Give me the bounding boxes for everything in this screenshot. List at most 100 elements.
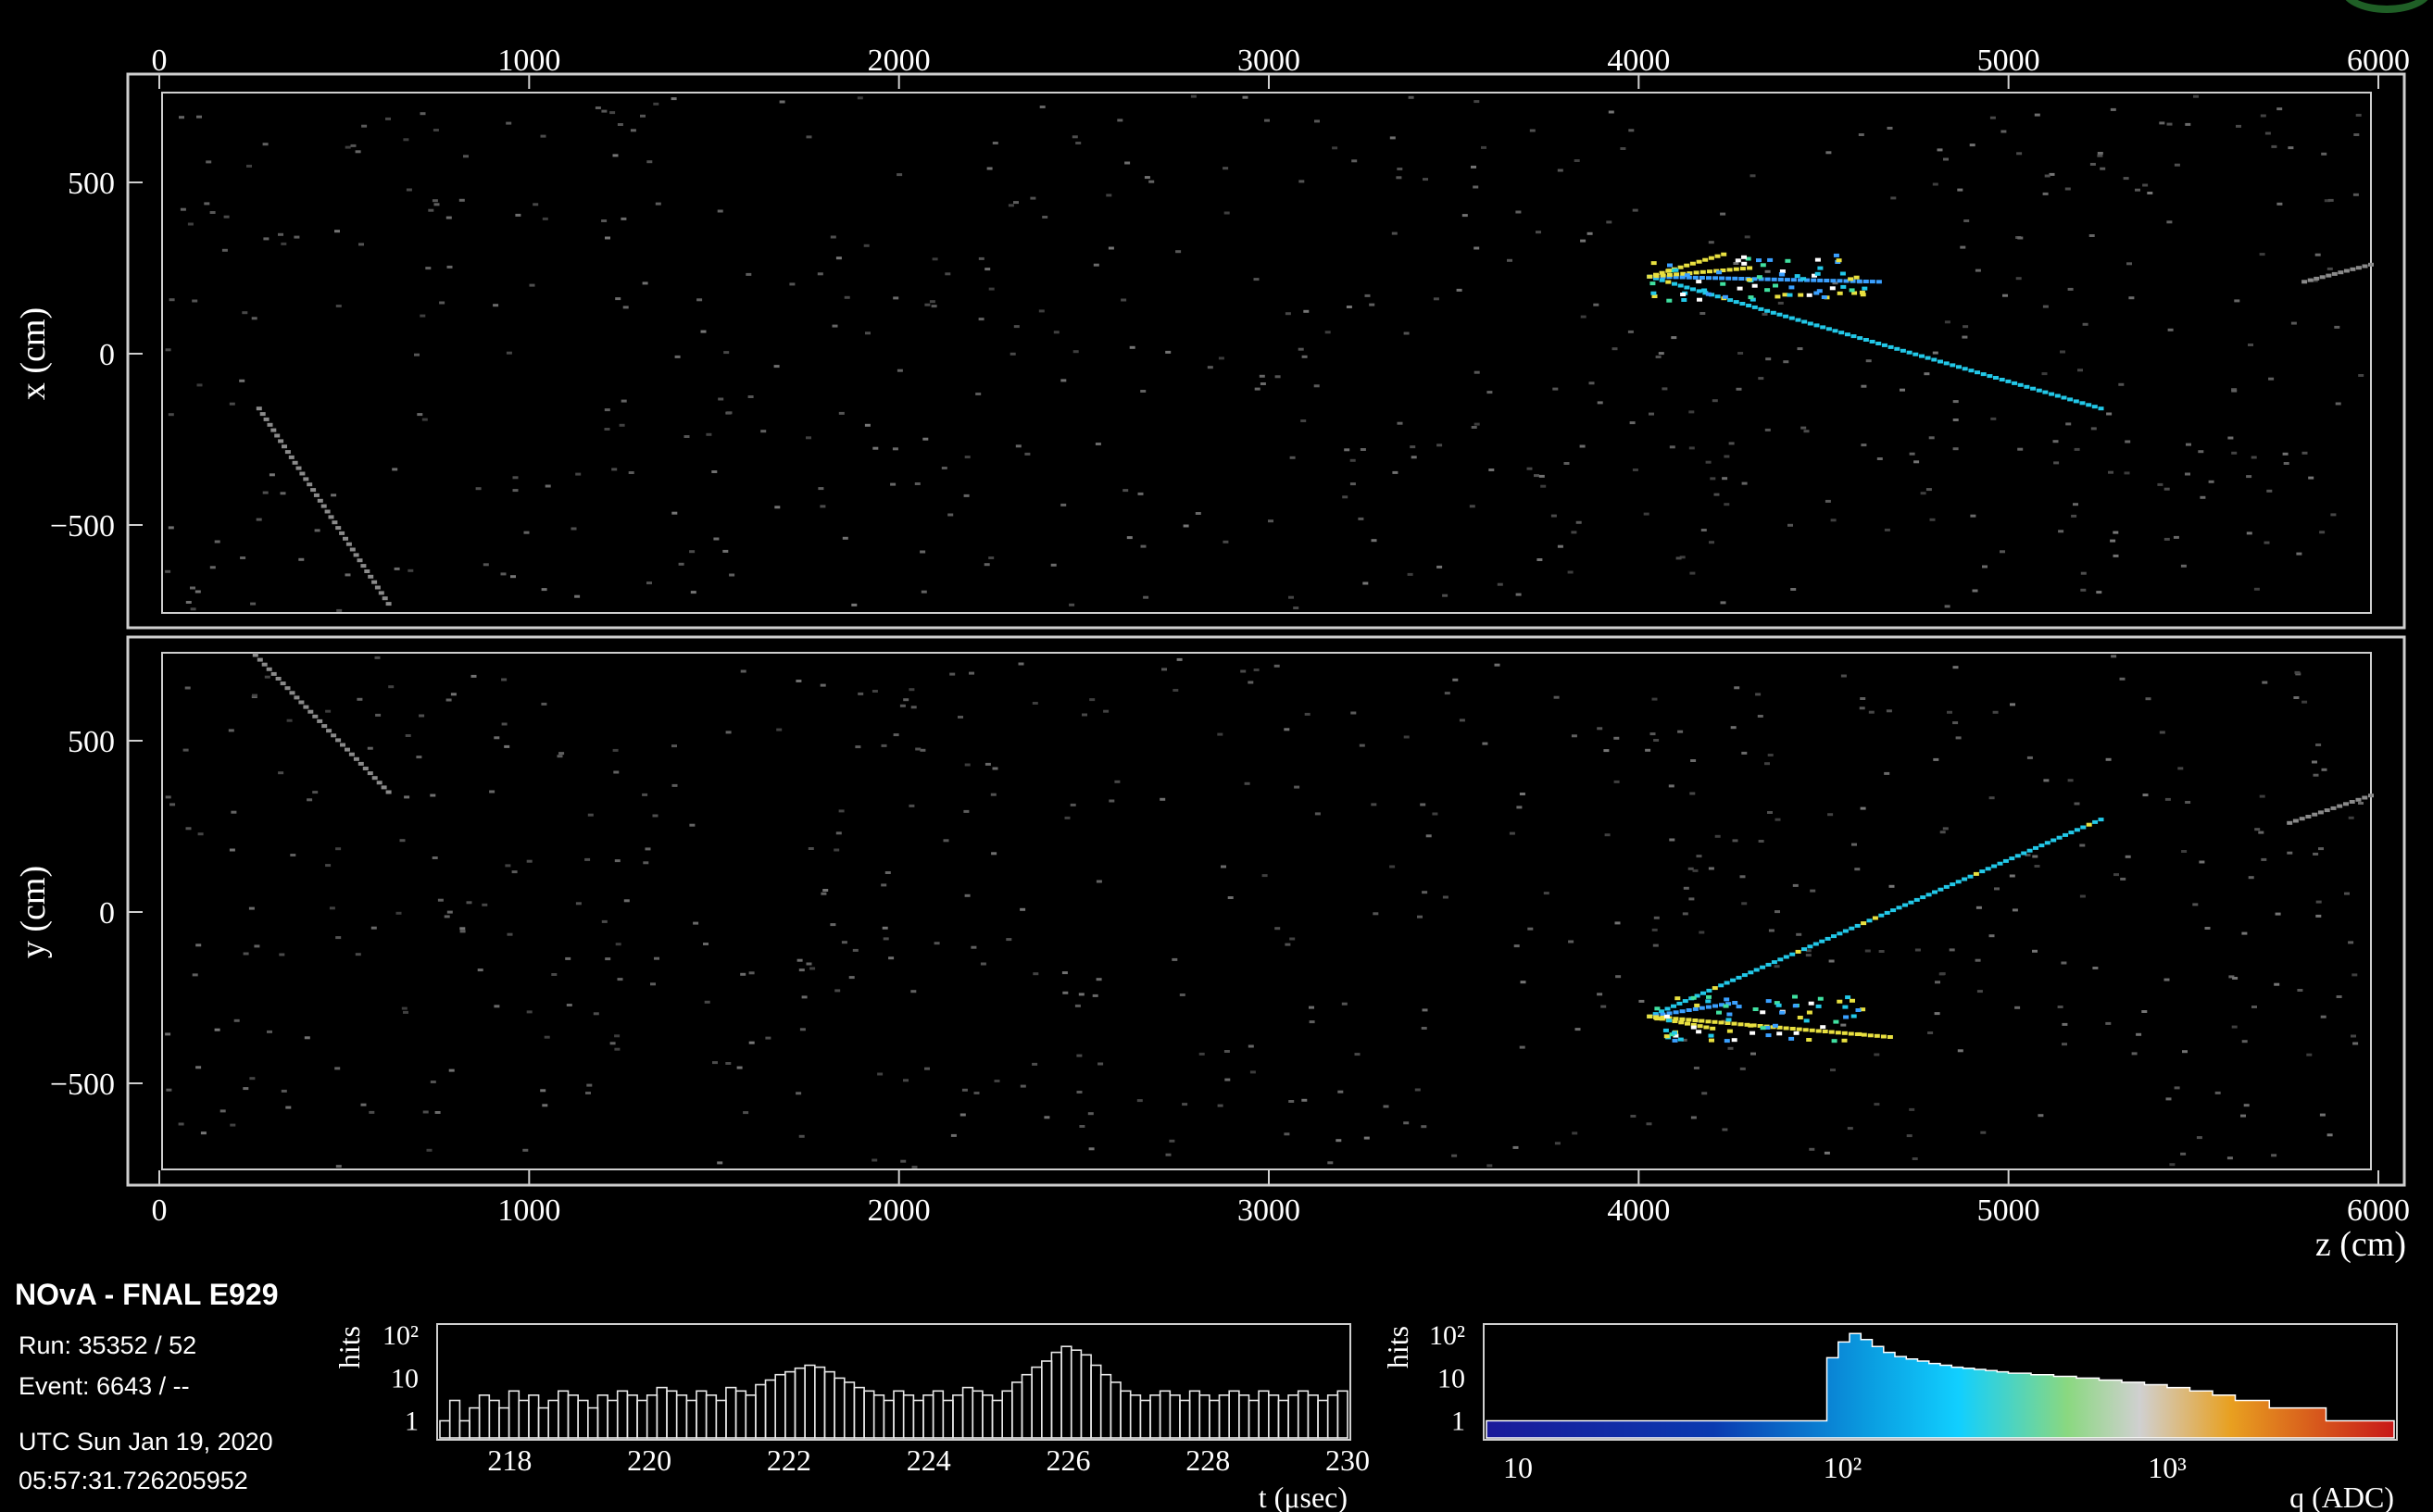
noise-hit (1932, 182, 1938, 186)
noise-hit (1301, 355, 1308, 358)
noise-hit (865, 331, 871, 335)
track-hit (1679, 275, 1686, 280)
track-hit (1677, 265, 1684, 269)
noise-hit (2288, 146, 2294, 150)
noise-hit (1608, 110, 1614, 114)
noise-hit (1920, 492, 1926, 495)
noise-hit (1314, 812, 1321, 816)
noise-hit (988, 287, 995, 291)
noise-hit (544, 1035, 550, 1039)
shower-hit (1841, 1038, 1848, 1043)
track-hit (1694, 993, 1700, 998)
noise-hit (1574, 159, 1580, 162)
noise-hit (278, 232, 283, 236)
noise-hit (1606, 220, 1612, 224)
noise-hit (403, 1010, 408, 1014)
noise-hit (984, 563, 990, 567)
noise-hit (2080, 588, 2087, 592)
track-hit (1973, 871, 1979, 876)
noise-hit (2324, 199, 2330, 203)
noise-hit (1613, 780, 1620, 783)
noise-hit (2061, 961, 2067, 965)
track-hit (345, 542, 352, 546)
noise-hit (2297, 989, 2303, 992)
noise-hit (267, 1030, 272, 1033)
track-hit (292, 460, 298, 465)
noise-hit (1527, 927, 1534, 931)
noise-hit (2089, 162, 2096, 166)
noise-hit (2254, 828, 2261, 831)
track-hit (2092, 819, 2099, 824)
track-hit (2024, 384, 2030, 389)
time-bin (1258, 1390, 1270, 1439)
time-bin (872, 1394, 885, 1439)
noise-hit (336, 608, 343, 612)
noise-hit (2180, 1152, 2187, 1156)
noise-hit (1906, 1134, 1913, 1138)
track-hit (2301, 280, 2308, 284)
noise-hit (2264, 541, 2270, 544)
noise-hit (1254, 387, 1260, 391)
noise-hit (1563, 462, 1570, 465)
noise-hit (1076, 1054, 1083, 1057)
noise-hit (646, 160, 653, 164)
noise-hit (1274, 375, 1281, 379)
noise-hit (2326, 1133, 2333, 1137)
noise-hit (446, 265, 453, 269)
time-bin (478, 1394, 491, 1439)
track-hit (1672, 1019, 1678, 1023)
noise-hit (872, 690, 878, 693)
noise-hit (899, 704, 906, 707)
z-tick-label-bottom: 3000 (1237, 1193, 1300, 1228)
noise-hit (717, 209, 723, 213)
noise-hit (893, 733, 899, 737)
noise-hit (776, 728, 783, 731)
noise-hit (765, 1036, 771, 1040)
time-bin (1129, 1394, 1142, 1439)
track-hit (1908, 900, 1914, 905)
noise-hit (1144, 176, 1150, 180)
noise-hit (2320, 1015, 2326, 1018)
noise-hit (169, 298, 175, 302)
noise-hit (1874, 1053, 1880, 1056)
noise-hit (604, 408, 610, 412)
time-bin (646, 1394, 658, 1439)
noise-hit (964, 893, 971, 897)
noise-hit (2141, 1010, 2148, 1013)
z-tick-label-bottom: 4000 (1607, 1193, 1670, 1228)
noise-hit (1830, 519, 1837, 522)
noise-hit (1075, 142, 1082, 144)
noise-hit (1775, 910, 1780, 914)
t-tick-label: 224 (907, 1443, 951, 1477)
noise-hit (2090, 427, 2097, 431)
noise-hit (1952, 447, 1959, 451)
time-bin (912, 1399, 924, 1439)
track-hit (1751, 277, 1758, 281)
noise-hit (1442, 895, 1449, 899)
noise-hit (448, 1068, 455, 1072)
track-hit (2002, 858, 2009, 863)
track-hit (1673, 1017, 1679, 1021)
time-bin (794, 1367, 806, 1439)
noise-hit (558, 752, 565, 756)
noise-hit (2002, 294, 2008, 297)
noise-hit (1396, 176, 1402, 180)
noise-hit (1972, 589, 1978, 593)
noise-hit (1097, 1062, 1104, 1066)
noise-hit (1741, 902, 1748, 906)
noise-hit (1006, 938, 1012, 942)
time-bin (755, 1383, 767, 1439)
shower-hit (1680, 293, 1687, 296)
track-hit (317, 498, 323, 503)
noise-hit (605, 236, 610, 240)
noise-hit (990, 793, 997, 796)
noise-hit (357, 697, 363, 701)
time-bin (715, 1399, 727, 1439)
noise-hit (285, 1106, 292, 1109)
shower-hit (1674, 996, 1681, 1001)
noise-hit (1669, 838, 1675, 842)
noise-hit (943, 839, 949, 843)
time-bin (982, 1394, 994, 1439)
noise-hit (500, 572, 507, 576)
track-hit (378, 591, 384, 595)
